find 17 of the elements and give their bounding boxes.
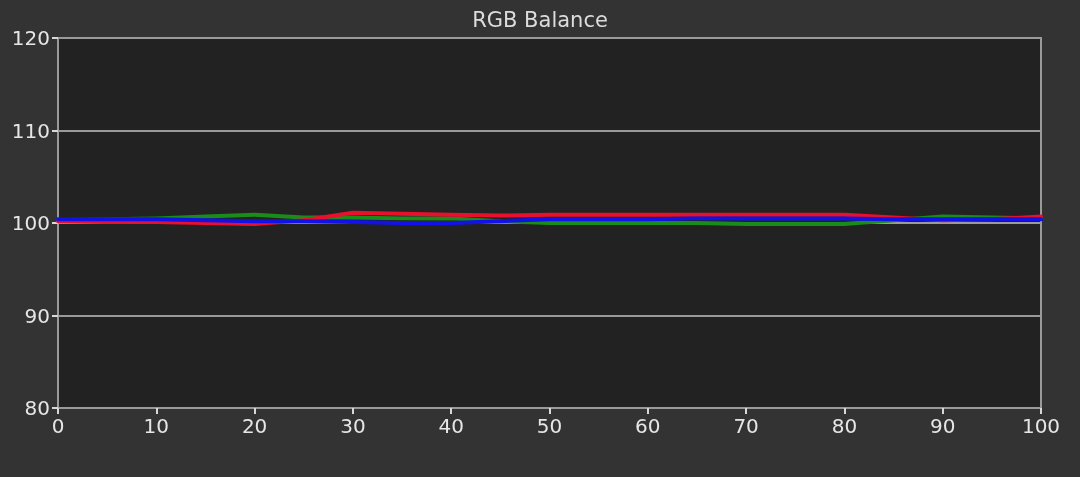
y-tick-label: 80 [24, 396, 50, 420]
chart-title: RGB Balance [472, 7, 608, 32]
x-tick-label: 40 [438, 414, 464, 438]
x-tick-label: 60 [635, 414, 661, 438]
y-tick-label: 100 [11, 211, 50, 235]
y-tick-label: 90 [24, 303, 50, 328]
x-tick-label: 50 [536, 414, 563, 438]
x-tick-label: 20 [241, 414, 268, 438]
y-tick-label: 110 [11, 118, 50, 143]
x-tick-label: 0 [51, 414, 65, 438]
x-tick-label: 10 [143, 414, 170, 438]
x-tick-label: 100 [1021, 414, 1061, 438]
x-tick-label: 80 [831, 414, 858, 438]
x-tick-label: 90 [929, 414, 956, 438]
x-tick-label: 30 [340, 414, 366, 438]
x-tick-label: 70 [733, 414, 759, 438]
y-tick-label: 120 [11, 26, 50, 50]
